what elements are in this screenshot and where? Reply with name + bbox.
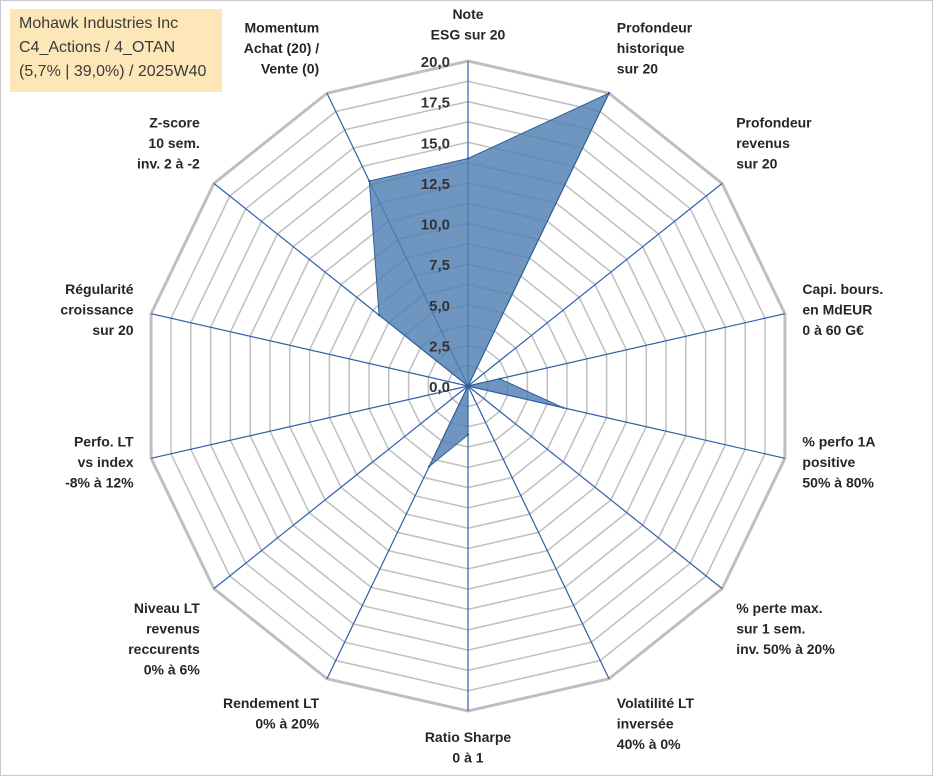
axis-label: historique: [617, 40, 685, 56]
axis-label: inv. 50% à 20%: [736, 641, 835, 657]
axis-label: inv. 2 à -2: [137, 156, 200, 172]
chart-title-box: Mohawk Industries Inc C4_Actions / 4_OTA…: [10, 9, 222, 92]
portfolio-name: C4_Actions / 4_OTAN: [19, 39, 176, 56]
axis-label: 0% à 6%: [144, 661, 201, 677]
axis-label: sur 20: [617, 61, 658, 77]
axis-label: Perfo. LT: [74, 434, 134, 450]
data-point: [466, 384, 470, 388]
spoke-line: [467, 385, 610, 680]
axis-label: inversée: [617, 716, 674, 732]
axis-label: 40% à 0%: [617, 736, 681, 752]
axis-label: Achat (20) /: [244, 40, 320, 56]
axis-label: Vente (0): [261, 61, 319, 77]
data-point: [498, 377, 501, 380]
axis-label: 50% à 80%: [802, 475, 874, 491]
axis-label: 0 à 60 G€: [802, 322, 864, 338]
spoke-line: [467, 313, 786, 387]
axis-label: % perte max.: [736, 600, 822, 616]
data-point: [466, 433, 470, 436]
tick-label: 15,0: [421, 135, 450, 152]
series-area: [368, 92, 611, 467]
axis-label: Capi. bours.: [802, 281, 883, 297]
data-point: [368, 179, 371, 183]
axis-label: Régularité: [65, 281, 134, 297]
data-point: [428, 465, 431, 468]
axis-label: -8% à 12%: [65, 475, 134, 491]
tick-label: 12,5: [421, 176, 450, 193]
axis-label: ESG sur 20: [431, 27, 506, 43]
spoke-line: [467, 182, 723, 387]
data-point: [607, 92, 611, 95]
axis-label: 0 à 1: [452, 750, 483, 766]
axis-label: revenus: [736, 135, 790, 151]
axis-label: Rendement LT: [223, 695, 320, 711]
axis-label: en MdEUR: [802, 301, 872, 317]
tick-label: 7,5: [429, 257, 450, 274]
axis-label: Momentum: [245, 20, 320, 36]
axis-label: sur 1 sem.: [736, 620, 805, 636]
axis-label: Profondeur: [736, 115, 812, 131]
company-name: Mohawk Industries Inc: [19, 15, 179, 32]
spoke-line: [213, 385, 469, 590]
axis-label: Volatilité LT: [617, 695, 695, 711]
data-point: [561, 406, 565, 409]
radar-axis-labels: Note ESG sur 20 Profondeur historique sur 20…: [60, 6, 883, 766]
axis-label: Note: [452, 6, 483, 22]
spoke-line: [150, 385, 469, 459]
radar-tick-labels: 0,0 2,5 5,0 7,5 10,0 12,5 15,0 17,5 20,0: [421, 54, 450, 396]
axis-label: % perfo 1A: [802, 434, 875, 450]
axis-label: Profondeur: [617, 20, 693, 36]
axis-label: Niveau LT: [134, 600, 200, 616]
axis-label: 0% à 20%: [255, 716, 319, 732]
axis-label: sur 20: [92, 322, 133, 338]
axis-label: Ratio Sharpe: [425, 729, 512, 745]
spoke-line: [467, 385, 723, 590]
portfolio-stats: (5,7% | 39,0%) / 2025W40: [19, 63, 207, 80]
tick-label: 17,5: [421, 95, 450, 112]
tick-label: 10,0: [421, 217, 450, 234]
axis-label: Z-score: [149, 115, 200, 131]
data-point: [466, 157, 470, 160]
spoke-line: [150, 313, 469, 387]
axis-label: sur 20: [736, 156, 777, 172]
tick-label: 20,0: [421, 54, 450, 71]
axis-label: 10 sem.: [148, 135, 199, 151]
tick-label: 0,0: [429, 379, 450, 396]
tick-label: 2,5: [429, 338, 450, 355]
axis-label: croissance: [60, 301, 133, 317]
tick-label: 5,0: [429, 298, 450, 315]
axis-label: positive: [802, 454, 855, 470]
radar-series: [368, 92, 611, 468]
axis-label: reccurents: [128, 641, 200, 657]
axis-label: revenus: [146, 620, 200, 636]
data-point: [377, 313, 381, 317]
axis-label: vs index: [78, 454, 134, 470]
